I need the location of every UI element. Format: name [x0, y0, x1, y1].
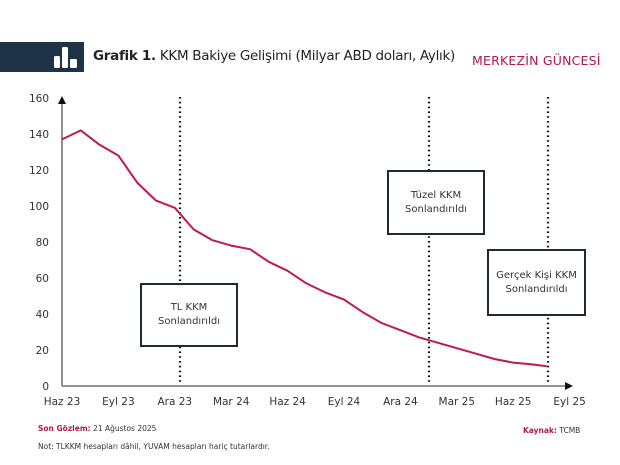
x-tick-label: Eyl 23	[102, 396, 134, 408]
x-tick-label: Ara 23	[157, 396, 192, 408]
series-line	[61, 129, 547, 368]
chart-title: Grafik 1. KKM Bakiye Gelişimi (Milyar AB…	[93, 48, 455, 64]
x-tick-label: Mar 24	[213, 396, 250, 408]
footnote: Not: TLKKM hesapları dâhil, YUVAM hesapl…	[38, 442, 270, 451]
y-axis-arrow	[58, 96, 66, 104]
last-observation: Son Gözlem: 21 Ağustos 2025	[38, 424, 156, 433]
title-prefix: Grafik 1.	[93, 48, 156, 64]
annotation-gercek-kisi-kkm: Gerçek Kişi KKM Sonlandırıldı	[487, 249, 586, 316]
y-tick-label: 0	[42, 381, 49, 393]
last-obs-label: Son Gözlem:	[38, 424, 91, 433]
source-label: Kaynak:	[523, 426, 557, 435]
y-tick-label: 160	[29, 93, 49, 105]
x-tick-label: Mar 25	[439, 396, 476, 408]
x-tick-label: Ara 24	[383, 396, 418, 408]
header-block	[0, 42, 84, 72]
x-tick-label: Eyl 24	[328, 396, 361, 408]
annotation-line1: TL KKM	[170, 302, 208, 313]
annotation-line2: Sonlandırıldı	[505, 283, 568, 295]
source-value: TCMB	[559, 426, 581, 435]
y-tick-label: 140	[29, 129, 49, 141]
source: Kaynak: TCMB	[523, 426, 580, 435]
y-tick-label: 40	[36, 309, 49, 321]
y-tick-label: 80	[36, 237, 49, 249]
annotation-line1: Gerçek Kişi KKM	[496, 269, 577, 281]
x-tick-label: Haz 24	[269, 396, 306, 408]
annotation-tuzel-kkm: Tüzel KKM Sonlandırıldı	[387, 170, 485, 235]
annotation-line2: Sonlandırıldı	[158, 316, 220, 327]
brand-logo: MERKEZİN GÜNCESİ	[472, 53, 601, 68]
bar-chart-icon	[54, 47, 77, 68]
x-tick-label: Haz 25	[495, 396, 532, 408]
annotation-line1: Tüzel KKM	[410, 189, 462, 201]
y-tick-label: 60	[36, 273, 49, 285]
annotation-tl-kkm: TL KKM Sonlandırıldı	[140, 283, 238, 347]
x-axis-arrow	[565, 382, 573, 390]
y-tick-label: 20	[36, 345, 49, 357]
last-obs-value: 21 Ağustos 2025	[93, 424, 157, 433]
x-tick-label: Eyl 25	[553, 396, 585, 408]
x-tick-label: Haz 23	[44, 396, 81, 408]
y-tick-label: 120	[29, 165, 49, 177]
y-tick-label: 100	[29, 201, 49, 213]
annotation-line2: Sonlandırıldı	[405, 203, 467, 215]
title-text: KKM Bakiye Gelişimi (Milyar ABD doları, …	[159, 48, 455, 64]
